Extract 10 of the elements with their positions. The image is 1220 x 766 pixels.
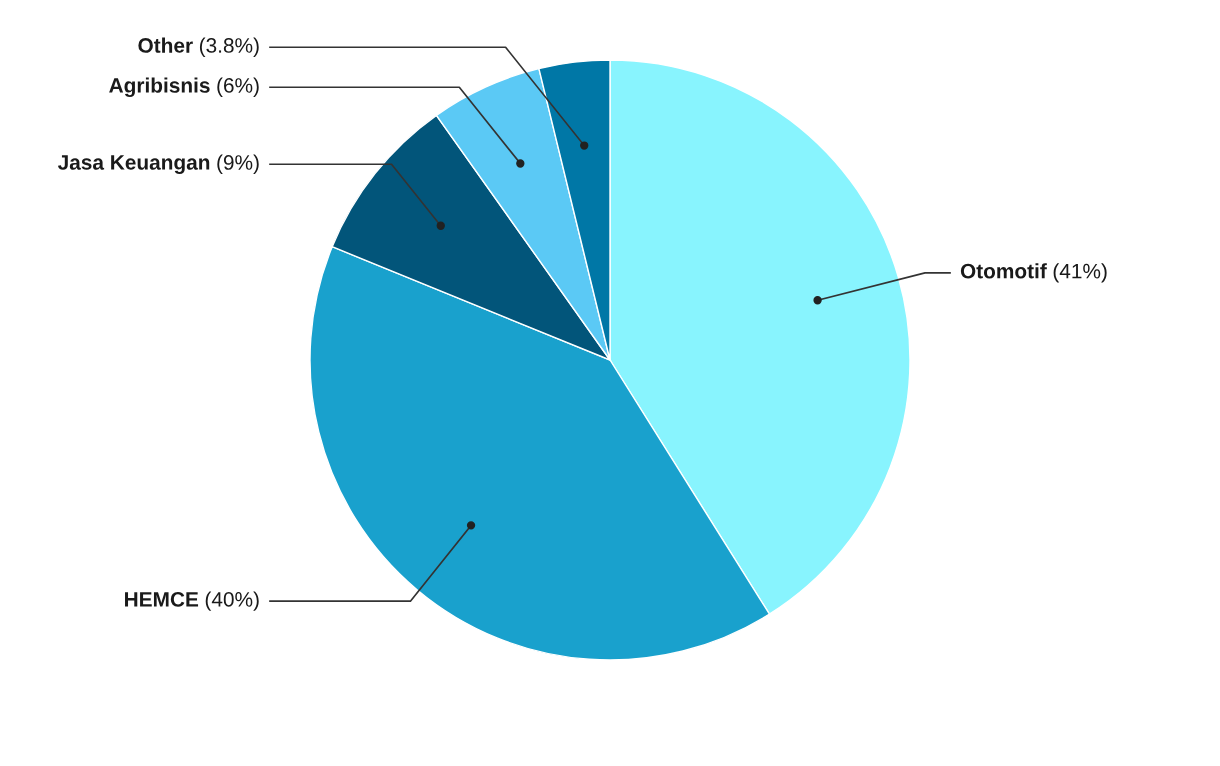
slice-label: Other <box>138 37 193 53</box>
slice-label: Jasa Keuangan <box>57 155 210 174</box>
data-label: (41%) <box>1053 263 1107 283</box>
data-label: (3.8%) <box>199 37 259 57</box>
slice-label: Otomotif <box>960 263 1047 279</box>
data-label: (40%) <box>205 591 259 611</box>
data-label: (6%) <box>217 77 259 97</box>
slice-label: HEMCE <box>125 592 199 607</box>
data-label: (9%) <box>217 154 259 174</box>
slice-label: Agribisnis <box>109 77 210 98</box>
